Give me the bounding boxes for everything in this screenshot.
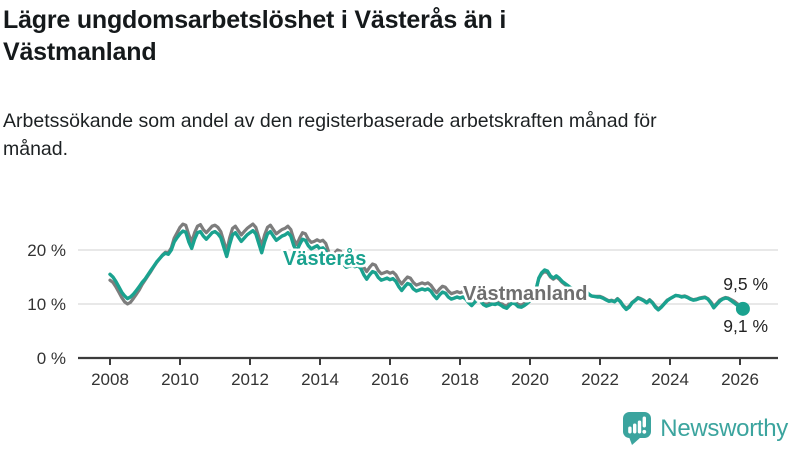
x-tick-label: 2010	[161, 370, 199, 389]
y-tick-label: 0 %	[37, 349, 66, 368]
x-tick-label: 2022	[581, 370, 619, 389]
x-tick-label: 2016	[371, 370, 409, 389]
x-tick-label: 2012	[231, 370, 269, 389]
x-tick-label: 2018	[441, 370, 479, 389]
x-tick-label: 2026	[721, 370, 759, 389]
end-value-label-vastmanland: 9,5 %	[723, 274, 768, 294]
series-label-vastmanland: Västmanland	[463, 283, 587, 305]
page-title: Lägre ungdomsarbetslöshet i Västerås än …	[3, 6, 507, 66]
y-axis: 0 % 10 % 20 %	[27, 241, 66, 368]
latest-value-dot	[735, 301, 750, 316]
series-label-vasteras: Västerås	[283, 247, 366, 270]
end-value-label-vasteras: 9,1 %	[723, 316, 768, 336]
line-västerås	[108, 228, 745, 312]
newsworthy-logo-text: Newsworthy	[660, 414, 788, 442]
x-axis: 2008 2010 2012 2014 2016 2018 2020 2022 2024 2026	[78, 356, 778, 389]
x-tick-label: 2014	[301, 370, 339, 389]
gridlines	[78, 249, 778, 305]
newsworthy-bubble-chart-icon	[623, 412, 652, 445]
series-lines	[108, 222, 750, 316]
x-tick-label: 2008	[91, 370, 129, 389]
x-tick-label: 2024	[651, 370, 689, 389]
x-tick-label: 2020	[511, 370, 549, 389]
y-tick-label: 20 %	[27, 241, 66, 260]
y-tick-label: 10 %	[27, 295, 66, 314]
chart-subtitle: Arbetssökande som andel av den registerb…	[3, 110, 657, 161]
newsworthy-logo[interactable]: Newsworthy	[622, 411, 788, 446]
